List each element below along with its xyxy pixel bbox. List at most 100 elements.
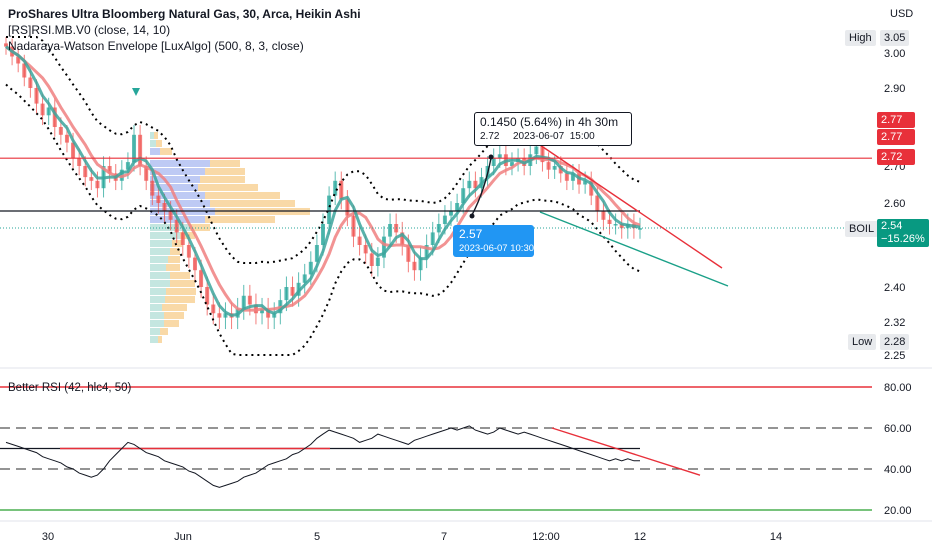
price-tick-label-0: 3.00 <box>884 48 905 60</box>
high-badge: High <box>845 30 876 46</box>
volume-profile-bar-ext-23 <box>154 132 158 139</box>
time-tick-label-4: 12:00 <box>532 531 560 543</box>
volume-profile-bar-ext-13 <box>166 264 180 271</box>
candle-body-0 <box>4 43 8 47</box>
candle-body-42 <box>260 308 265 314</box>
volume-profile-bar-15 <box>150 280 170 287</box>
volume-profile-bar-ext-5 <box>210 200 295 207</box>
last-price-tag: 2.54 −15.26% <box>877 219 929 247</box>
candle-body-30 <box>186 245 191 258</box>
volume-profile-bar-16 <box>150 288 166 295</box>
indicator-legend-better-rsi[interactable]: Better RSI (42, hlc4, 50) <box>8 382 132 394</box>
candle-body-35 <box>217 313 222 318</box>
candle-body-69 <box>424 245 429 258</box>
rsi-tick-label-3: 20.00 <box>884 505 912 517</box>
candle-body-57 <box>351 215 356 237</box>
candle-body-76 <box>467 180 472 189</box>
measure-box[interactable]: 0.1450 (5.64%) in 4h 30m 2.72 2023-06-07… <box>474 112 632 146</box>
volume-profile-bar-ext-25 <box>160 148 172 155</box>
candle-body-53 <box>327 195 332 224</box>
candle-body-7 <box>46 107 51 116</box>
measure-from-time: 2023-06-07 15:00 <box>513 131 595 142</box>
candle-body-74 <box>455 203 460 212</box>
volume-profile-bar-20 <box>150 320 164 327</box>
indicator-lines <box>0 36 872 356</box>
candle-body-24 <box>150 180 155 196</box>
point-label-price: 2.57 <box>459 227 483 241</box>
candle-body-51 <box>314 245 319 262</box>
volume-profile-bar-9 <box>150 232 180 239</box>
price-tick-label-1: 2.90 <box>884 83 905 95</box>
volume-profile-bar-ext-15 <box>170 280 195 287</box>
volume-profile-bar-2 <box>150 176 200 183</box>
volume-profile-bar-4 <box>150 192 205 199</box>
annotations <box>132 88 494 219</box>
candle-body-100 <box>613 224 618 226</box>
candle-body-49 <box>302 274 307 283</box>
candle-body-23 <box>144 166 149 181</box>
candle-body-81 <box>497 154 502 159</box>
volume-profile-bar-24 <box>150 140 156 147</box>
volume-profile-bar-ext-18 <box>162 304 187 311</box>
signal-arrow-marker <box>132 88 140 96</box>
candle-body-4 <box>28 77 33 88</box>
candle-body-13 <box>83 166 88 178</box>
volume-profile-bar-23 <box>150 132 154 139</box>
rsi-resistance-trend-line <box>551 427 701 476</box>
candle-body-43 <box>266 308 271 318</box>
candle-body-91 <box>558 166 563 174</box>
measure-headline: 0.1450 (5.64%) in 4h 30m <box>480 115 619 129</box>
price-tick-label-5: 2.32 <box>884 317 905 329</box>
candle-body-90 <box>552 166 557 170</box>
volume-profile-bar-ext-16 <box>166 288 196 295</box>
candle-body-95 <box>583 180 588 185</box>
candle-body-21 <box>132 134 137 163</box>
candle-body-27 <box>168 211 173 220</box>
volume-profile-bar-11 <box>150 248 170 255</box>
candle-body-9 <box>58 127 63 135</box>
volume-profile-bar-ext-10 <box>172 240 182 247</box>
rsi-line <box>5 425 640 488</box>
candle-body-55 <box>339 180 344 200</box>
volume-profile-bar-0 <box>150 160 210 167</box>
indicator-legend-rsi-mb[interactable]: [RS]RSI.MB.V0 (close, 14, 10) <box>8 23 171 37</box>
time-tick-label-2: 5 <box>314 531 320 543</box>
measure-connector <box>471 157 492 216</box>
candle-body-98 <box>601 211 606 220</box>
candle-body-66 <box>406 245 411 262</box>
candle-body-75 <box>461 188 466 203</box>
point-label-box[interactable]: 2.57 2023-06-07 10:30 <box>453 225 534 257</box>
volume-profile-bar-ext-21 <box>160 328 168 335</box>
candle-body-47 <box>290 287 295 296</box>
candle-body-32 <box>199 270 204 287</box>
candle-body-20 <box>125 162 130 170</box>
candle-body-52 <box>321 224 325 245</box>
indicator-legend-envelope[interactable]: Nadaraya-Watson Envelope [LuxAlgo] (500,… <box>8 39 304 53</box>
candle-body-88 <box>540 146 545 163</box>
volume-profile-bar-19 <box>150 312 164 319</box>
low-label: Low <box>852 336 873 348</box>
volume-profile-bar-1 <box>150 168 205 175</box>
volume-profile-bar-ext-8 <box>190 224 210 231</box>
measure-start-dot <box>469 213 475 219</box>
price-tag-2-77-b: 2.77 <box>877 129 915 145</box>
candle-body-73 <box>449 211 454 216</box>
price-tick-label-6: 2.25 <box>884 350 905 362</box>
volume-profile-bar-22 <box>150 336 158 343</box>
candle-body-59 <box>363 245 368 254</box>
last-price: 2.54 <box>881 220 903 232</box>
price-tick-label-4: 2.40 <box>884 282 905 294</box>
volume-profile-bar-ext-12 <box>168 256 180 263</box>
time-tick-label-3: 7 <box>441 531 447 543</box>
volume-profile-bar-25 <box>150 148 160 155</box>
candle-body-89 <box>546 162 551 170</box>
candle-body-26 <box>162 203 167 212</box>
point-label-time: 2023-06-07 10:30 <box>459 243 535 254</box>
symbol-badge: BOIL <box>845 221 879 237</box>
low-badge: Low <box>848 334 877 350</box>
candle-body-25 <box>156 195 161 203</box>
candle-body-12 <box>77 158 82 166</box>
candle-body-8 <box>52 107 57 127</box>
rsi-tick-label-2: 40.00 <box>884 464 912 476</box>
